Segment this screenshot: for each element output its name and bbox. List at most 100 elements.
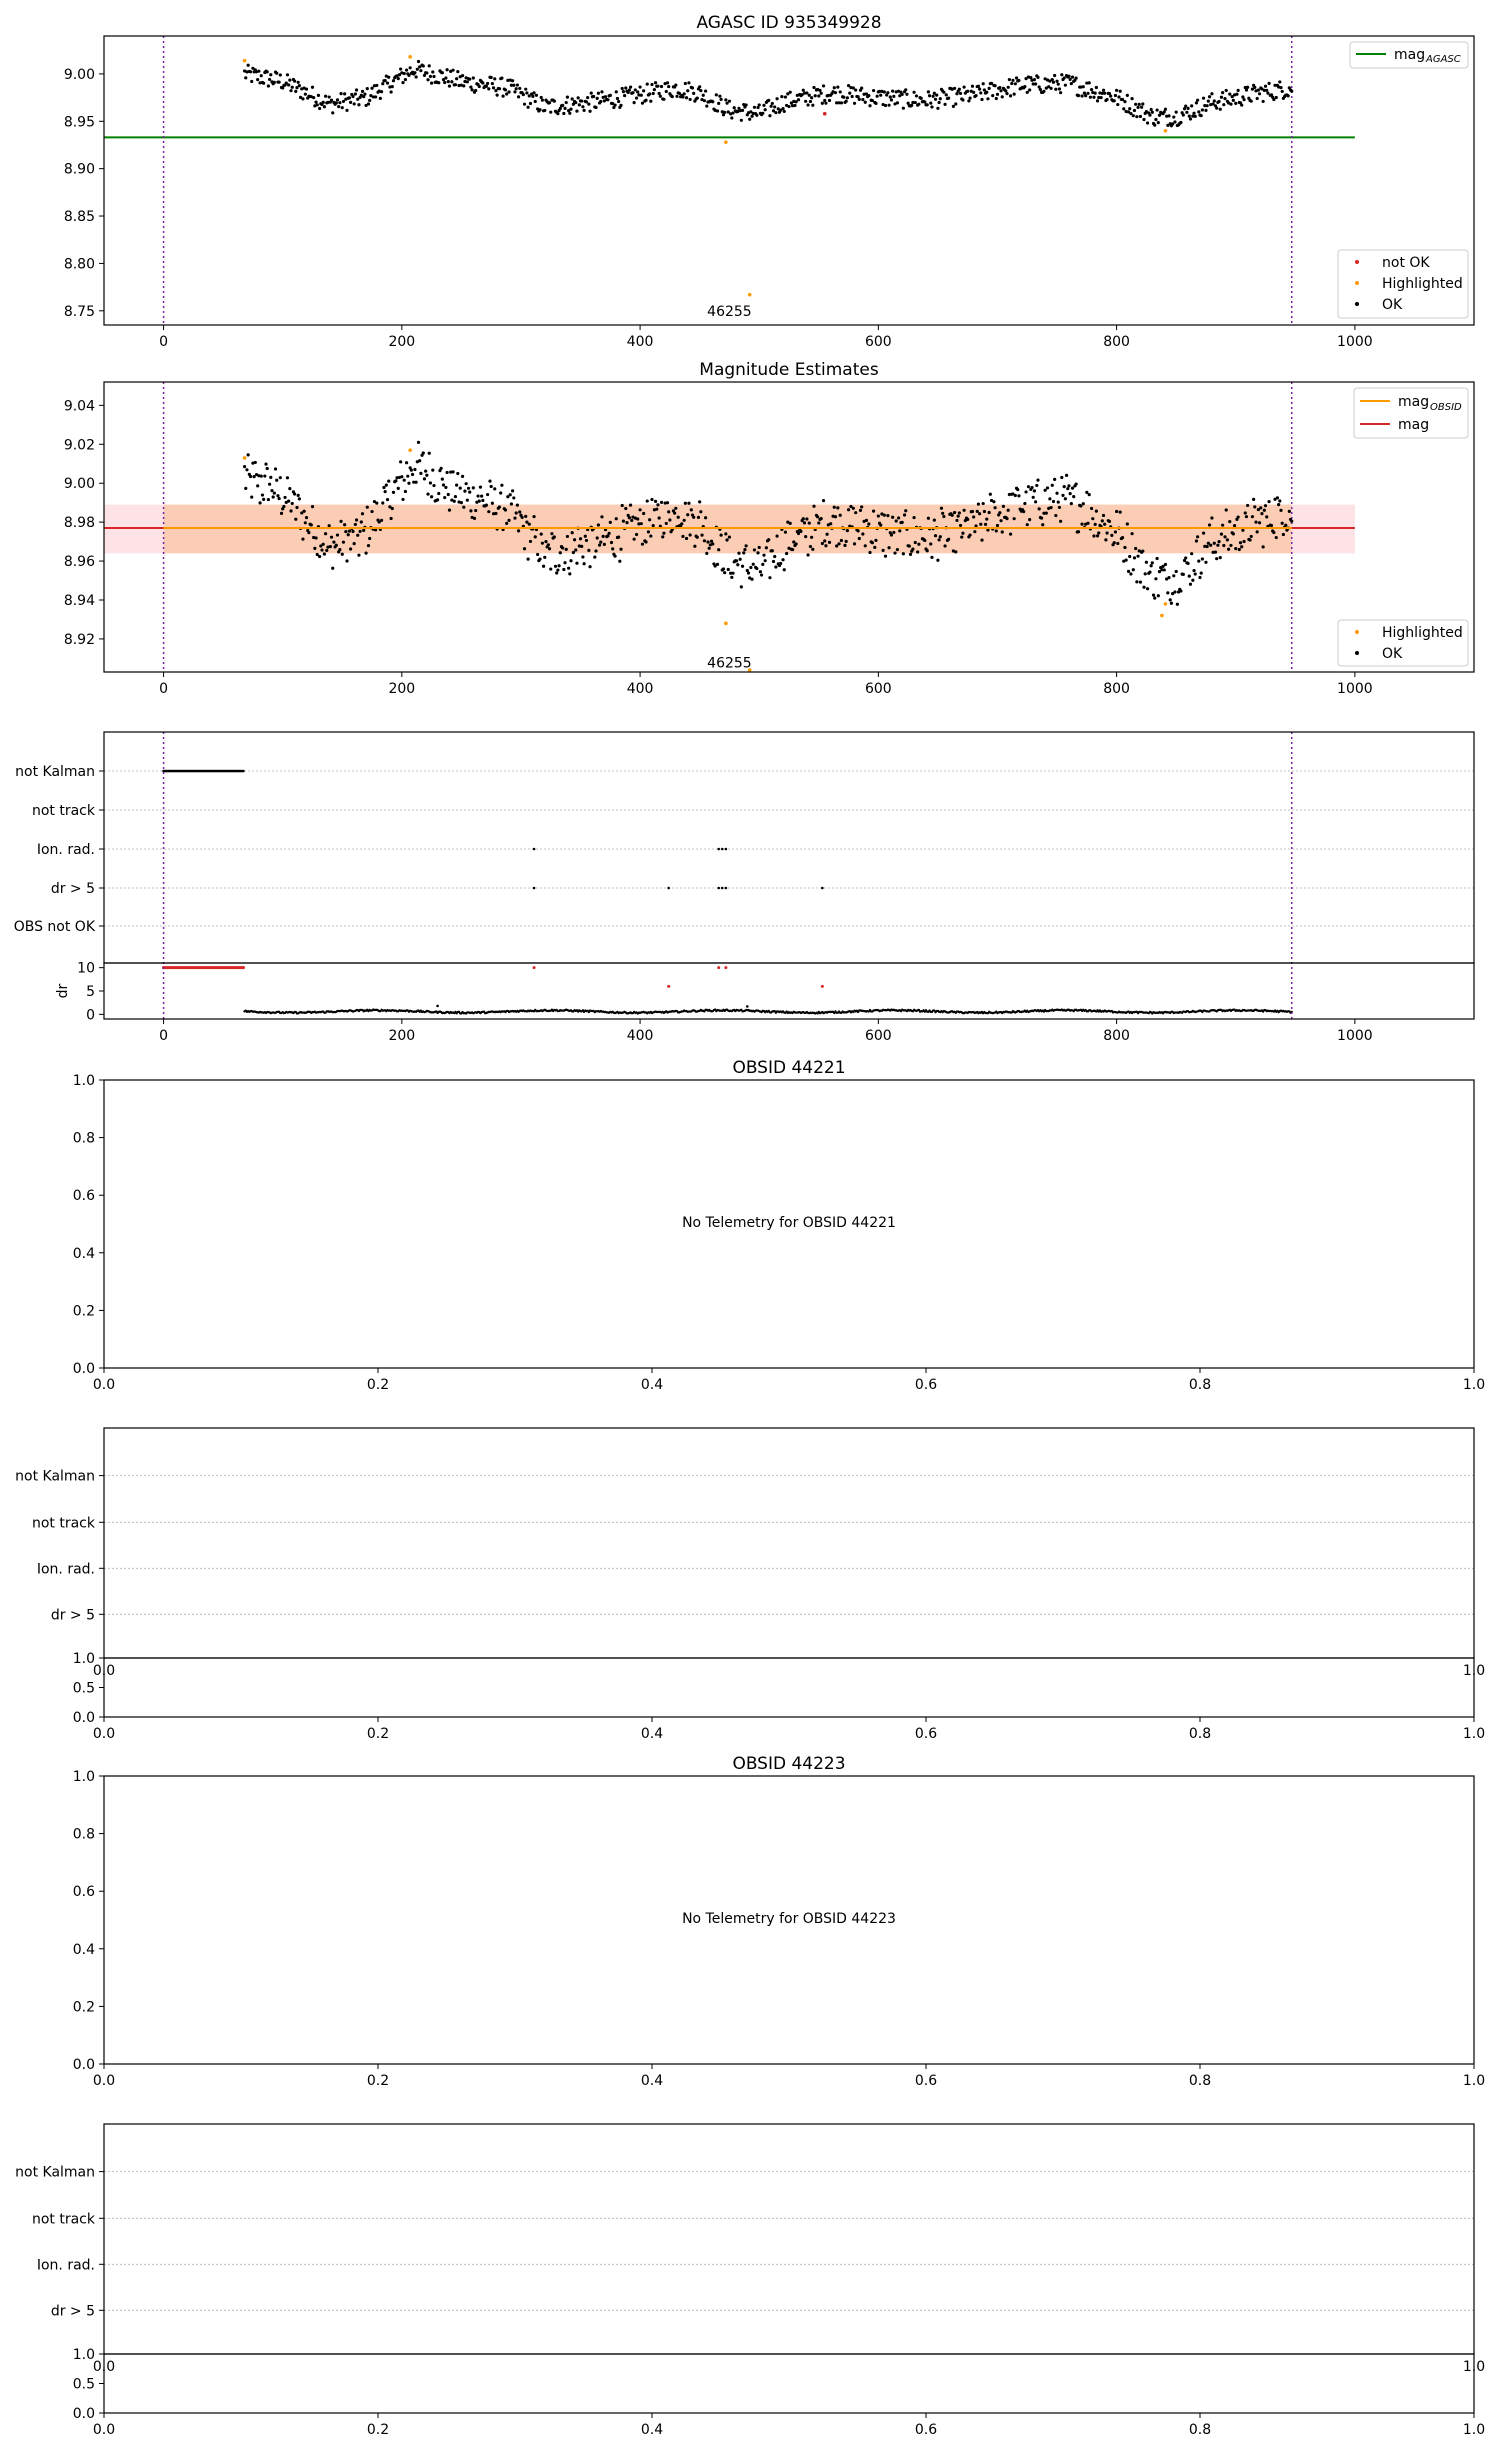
mag-estimates-ok-point (338, 547, 342, 552)
mag-estimates-ok-point (993, 506, 997, 510)
agasc-ok-point (731, 111, 735, 115)
agasc-ok-point (699, 89, 703, 93)
mag-estimates-ok-point (327, 524, 331, 528)
mag-estimates-ok-point (515, 503, 519, 507)
mag-estimates-ok-point (785, 551, 789, 556)
mag-estimates-ok-point (452, 499, 456, 503)
mag-estimates-ok-point (695, 535, 699, 539)
mag-estimates-ok-point (281, 507, 285, 511)
agasc-ok-point (396, 77, 400, 81)
agasc-ok-point (1105, 97, 1109, 102)
agasc-ok-point (1089, 88, 1094, 92)
mag-estimates-ok-point (835, 544, 839, 548)
mag-estimates-ok-point (1041, 523, 1045, 527)
agasc-ok-point (357, 103, 361, 107)
agasc-ok-point (954, 102, 958, 106)
agasc-ok-point (1118, 89, 1122, 93)
flags-main-dr-capped-point (667, 984, 671, 988)
mag-estimates-ok-point (396, 486, 400, 490)
mag-estimates-ok-point (664, 521, 668, 526)
agasc-ok-point (762, 103, 766, 107)
agasc-ok-point (1024, 77, 1028, 81)
agasc-ok-point (246, 63, 250, 67)
agasc-ok-point (1103, 91, 1107, 95)
mag-estimates-ok-point (1249, 534, 1253, 539)
agasc-ok-point (774, 111, 778, 115)
agasc-ok-point (493, 77, 497, 81)
agasc-ok-point (359, 93, 363, 97)
mag-estimates-ok-point (748, 576, 752, 580)
flags-main-x-tick-label: 200 (388, 1028, 415, 1044)
mag-estimates-ok-point (1087, 493, 1091, 497)
agasc-ok-point (864, 92, 869, 96)
agasc-ok-point (633, 88, 637, 92)
agasc-ok-point (1092, 95, 1096, 99)
mag-estimates-ok-point (752, 548, 757, 552)
mag-estimates-ok-point (1017, 494, 1021, 498)
mag-estimates-ok-point (353, 522, 357, 527)
mag-estimates-ok-point (582, 562, 586, 566)
mag-estimates-ok-point (829, 522, 833, 526)
agasc-ok-point (702, 99, 707, 103)
mag-estimates-ok-point (684, 536, 689, 541)
mag-estimates-ok-point (388, 505, 392, 509)
mag-estimates-ok-point (1068, 492, 1072, 496)
mag-estimates-ok-point (528, 539, 533, 544)
agasc-ok-point (589, 91, 593, 95)
mag-estimates-ok-point (597, 543, 602, 547)
mag-estimates-ok-point (265, 466, 269, 471)
flags-44223-category-label: Ion. rad. (37, 2257, 95, 2273)
mag-estimates-ok-point (693, 544, 697, 548)
mag-estimates-ok-point (557, 564, 561, 568)
mag-estimates-ok-point (709, 539, 714, 543)
mag-estimates-ok-point (988, 492, 992, 496)
agasc-ok-point (750, 114, 754, 118)
flags-main-ion-rad-point (717, 847, 721, 851)
mag-estimates-ok-point (851, 506, 855, 510)
agasc-ok-point (540, 98, 545, 102)
mag-estimates-ok-point (472, 516, 477, 520)
agasc-ok-point (486, 81, 490, 86)
agasc-ok-point (962, 85, 966, 89)
agasc-ok-point (877, 89, 882, 93)
mag-estimates-ok-point (602, 542, 606, 546)
agasc-legend-label: mag (1394, 47, 1425, 63)
mag-estimates-ok-point (581, 555, 585, 559)
mag-estimates-ok-point (458, 486, 462, 490)
mag-estimates-ok-point (313, 546, 317, 550)
agasc-ok-point (608, 93, 612, 97)
agasc-ok-point (615, 96, 620, 101)
mag-estimates-ok-point (907, 544, 911, 548)
mag-estimates-ok-point (640, 542, 645, 546)
agasc-legend-marker (1355, 260, 1359, 264)
agasc-ok-point (613, 103, 617, 107)
mag-estimates-ok-point (340, 552, 344, 556)
agasc-ok-point (580, 99, 584, 103)
mag-estimates-ok-point (962, 508, 966, 512)
mag-estimates-y-tick-label: 8.94 (64, 593, 95, 609)
mag-estimates-ok-point (867, 522, 871, 526)
flags-44223-sub-y-tick-label: 1.0 (73, 2347, 95, 2363)
mag-estimates-ok-point (636, 517, 640, 521)
agasc-ok-point (453, 83, 458, 87)
mag-estimates-ok-point (1274, 535, 1278, 540)
mag-estimates-ok-point (807, 521, 811, 525)
mag-estimates-ok-point (1118, 510, 1122, 514)
agasc-ok-point (1063, 83, 1067, 87)
mag-estimates-ok-point (599, 540, 603, 544)
mag-estimates-ok-point (917, 542, 921, 546)
mag-estimates-ok-point (257, 474, 261, 478)
agasc-ok-point (408, 66, 412, 70)
agasc-ok-point (621, 90, 626, 94)
agasc-ok-point (1266, 91, 1270, 95)
mag-estimates-ok-point (983, 522, 988, 526)
agasc-ok-point (462, 84, 466, 88)
mag-estimates-ok-point (1129, 572, 1133, 576)
agasc-ok-point (511, 79, 515, 83)
mag-estimates-ok-point (779, 561, 783, 566)
agasc-ok-point (930, 105, 934, 109)
agasc-ok-point (787, 104, 791, 109)
agasc-ok-point (337, 105, 341, 109)
mag-estimates-ok-point (533, 535, 537, 539)
mag-estimates-ok-point (416, 440, 421, 444)
